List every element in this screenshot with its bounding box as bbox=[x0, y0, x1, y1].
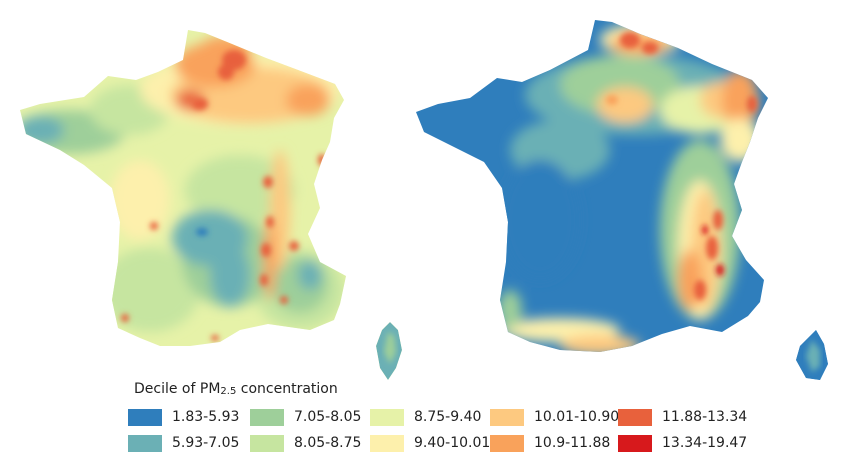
legend-title: Decile of PM2.5 concentration bbox=[134, 381, 338, 397]
legend-swatch bbox=[618, 408, 652, 426]
legend-swatch bbox=[250, 434, 284, 452]
legend-item: 10.9-11.88 bbox=[490, 432, 610, 454]
legend-label: 10.01-10.90 bbox=[534, 409, 620, 425]
legend-label: 10.9-11.88 bbox=[534, 435, 611, 451]
legend-label: 7.05-8.05 bbox=[294, 409, 362, 425]
legend-swatch bbox=[250, 408, 284, 426]
legend-item: 8.05-8.75 bbox=[250, 432, 361, 454]
legend-item: 9.40-10.01 bbox=[370, 432, 490, 454]
legend-label: 13.34-19.47 bbox=[662, 435, 748, 451]
legend-item: 13.34-19.47 bbox=[618, 432, 747, 454]
maps-canvas bbox=[20, 20, 828, 380]
legend-label: 5.93-7.05 bbox=[172, 435, 240, 451]
legend-item: 7.05-8.05 bbox=[250, 406, 361, 428]
legend-item: 8.75-9.40 bbox=[370, 406, 481, 428]
legend-swatch bbox=[128, 434, 162, 452]
legend-item: 10.01-10.90 bbox=[490, 406, 619, 428]
legend-swatch bbox=[128, 408, 162, 426]
legend-swatch bbox=[618, 434, 652, 452]
legend-label: 8.05-8.75 bbox=[294, 435, 362, 451]
right-pm25-map bbox=[416, 20, 828, 380]
legend-swatch bbox=[490, 434, 524, 452]
legend-item: 1.83-5.93 bbox=[128, 406, 239, 428]
legend-item: 5.93-7.05 bbox=[128, 432, 239, 454]
legend-item: 11.88-13.34 bbox=[618, 406, 747, 428]
legend-swatch bbox=[490, 408, 524, 426]
legend-label: 1.83-5.93 bbox=[172, 409, 240, 425]
legend-label: 11.88-13.34 bbox=[662, 409, 748, 425]
legend-swatch bbox=[370, 434, 404, 452]
legend: 1.83-5.93 5.93-7.05 7.05-8.05 8.05-8.75 … bbox=[128, 406, 748, 454]
legend-label: 8.75-9.40 bbox=[414, 409, 482, 425]
legend-swatch bbox=[370, 408, 404, 426]
left-pm25-map bbox=[20, 30, 402, 380]
legend-label: 9.40-10.01 bbox=[414, 435, 491, 451]
